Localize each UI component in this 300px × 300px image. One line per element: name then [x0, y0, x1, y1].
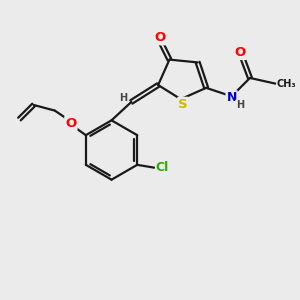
Text: Cl: Cl	[156, 161, 169, 174]
Text: H: H	[236, 100, 244, 110]
Text: O: O	[65, 117, 76, 130]
Text: O: O	[235, 46, 246, 59]
Text: O: O	[154, 31, 165, 44]
Text: S: S	[178, 98, 188, 111]
Text: H: H	[119, 93, 128, 103]
Text: CH₃: CH₃	[277, 79, 296, 88]
Text: N: N	[226, 91, 237, 104]
